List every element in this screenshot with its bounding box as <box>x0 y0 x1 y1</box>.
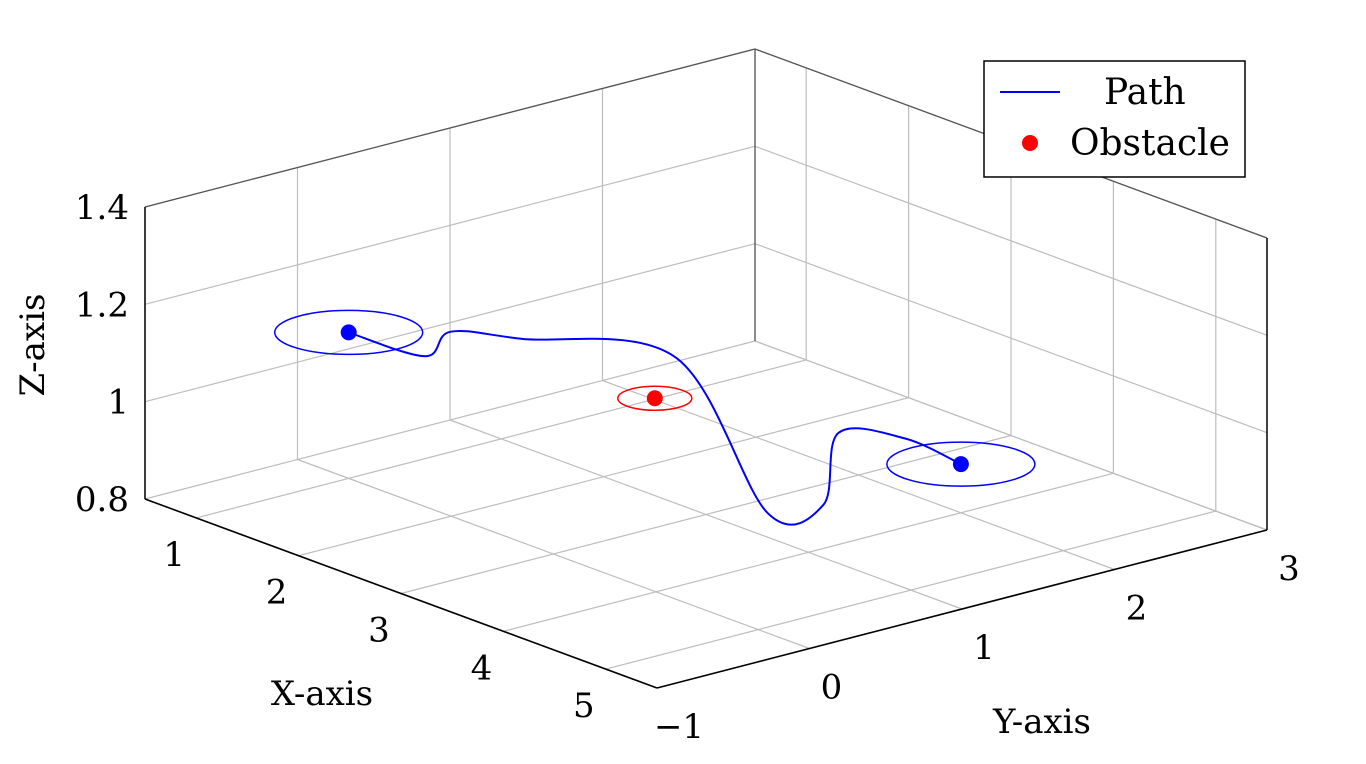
y-tick-label: 0 <box>821 668 843 708</box>
x-tick-label: 4 <box>471 648 493 688</box>
legend-obstacle-label: Obstacle <box>1070 123 1230 164</box>
obstacle-point <box>646 390 663 407</box>
grid-line-wall-z <box>144 340 756 500</box>
frame-edge <box>144 48 756 208</box>
y-axis-label: Y-axis <box>992 702 1091 742</box>
grid-line-wall-z <box>754 243 1268 434</box>
axis-box-front <box>144 498 1268 689</box>
legend-box <box>983 60 1246 178</box>
start-halo <box>273 309 424 356</box>
grid-line-wall-z <box>144 243 756 403</box>
y-tick-label: 1 <box>973 628 995 668</box>
x-axis-label: X-axis <box>271 674 373 714</box>
goal-point <box>952 456 969 473</box>
z-tick-label: 1.4 <box>75 188 129 228</box>
legend: Path Obstacle <box>983 60 1246 178</box>
x-axis-line <box>144 498 658 689</box>
legend-path-label: Path <box>1104 72 1186 113</box>
grid-line-floor-y <box>297 458 810 650</box>
goal-halo <box>886 441 1036 487</box>
path-line <box>348 329 962 526</box>
tick-labels: 1 2 3 4 5 −1 0 1 2 3 0.8 1 1.2 1.4 <box>75 188 1300 747</box>
x-tick-label: 3 <box>368 611 390 651</box>
z-tick-label: 0.8 <box>75 480 129 520</box>
legend-obstacle-swatch <box>1022 135 1038 151</box>
z-axis-label: Z-axis <box>13 294 53 397</box>
x-tick-label: 1 <box>163 535 185 575</box>
y-axis-line <box>656 529 1268 689</box>
obstacle-halo <box>617 385 693 412</box>
z-tick-label: 1 <box>107 383 129 423</box>
grid-line-floor-y <box>449 419 963 610</box>
grid-line-wall-z <box>754 340 1268 531</box>
y-tick-label: 2 <box>1126 589 1148 629</box>
grid-line-wall-z <box>144 145 756 305</box>
data-series <box>273 309 1036 526</box>
grid-line-floor-y <box>602 379 1115 571</box>
y-tick-label: −1 <box>654 707 704 747</box>
start-point <box>340 324 357 341</box>
y-tick-label: 3 <box>1278 549 1300 589</box>
z-tick-label: 1.2 <box>75 285 129 325</box>
x-tick-label: 2 <box>266 573 288 613</box>
x-tick-label: 5 <box>573 686 595 726</box>
grid-line-wall-z <box>754 145 1268 336</box>
